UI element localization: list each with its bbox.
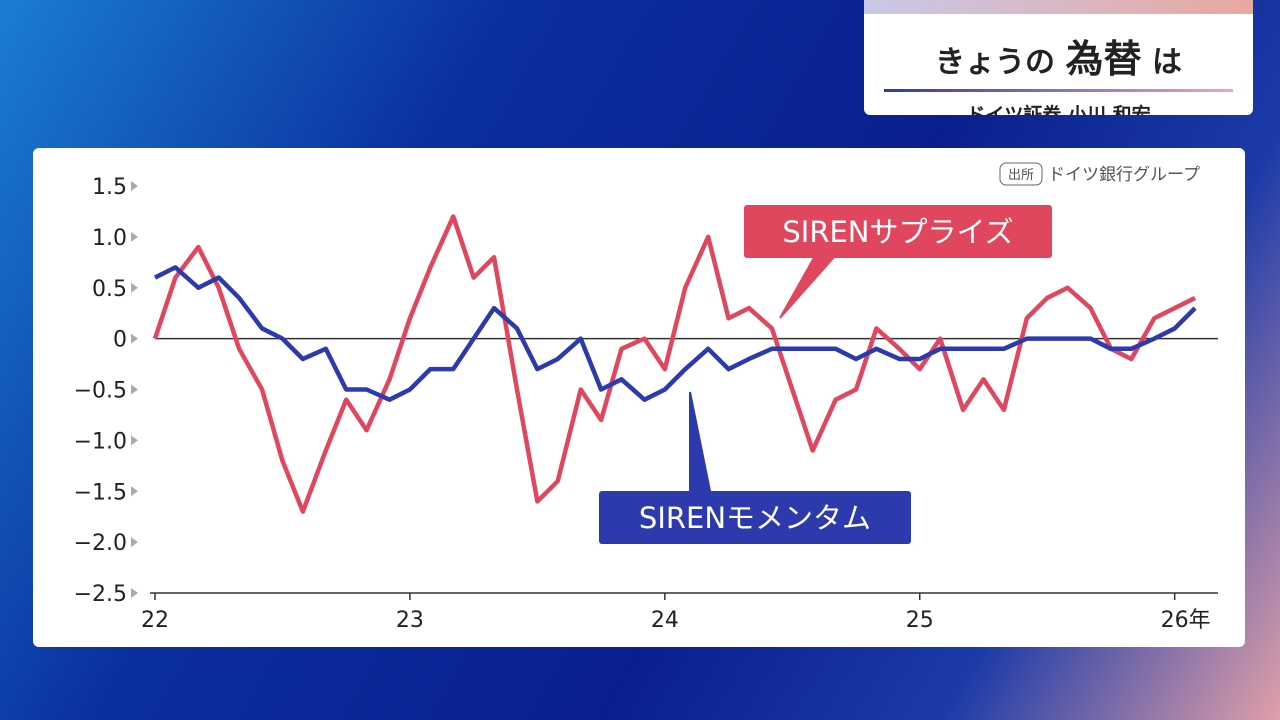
- y-tick-label: 0.5: [92, 277, 127, 302]
- y-tick-arrow: [131, 333, 138, 344]
- y-tick-label: −2.0: [74, 531, 127, 556]
- x-tick-label: 26年: [1161, 608, 1211, 633]
- legend-label: SIRENサプライズ: [782, 215, 1013, 249]
- y-tick-label: −1.0: [74, 429, 127, 454]
- y-tick-arrow: [131, 486, 138, 497]
- title-part: きょうの: [935, 45, 1056, 80]
- legend-label: SIRENモメンタム: [639, 501, 871, 535]
- x-tick-label: 23: [396, 608, 424, 633]
- callout-box: [599, 491, 911, 544]
- title-part: は: [1151, 45, 1182, 80]
- y-tick-arrow: [131, 231, 138, 242]
- source: ドイツ銀行グループ: [1048, 165, 1200, 185]
- series-line: [152, 214, 1197, 514]
- y-tick-label: −0.5: [74, 379, 127, 404]
- y-tick-arrow: [131, 435, 138, 446]
- source-badge-box: [999, 162, 1043, 186]
- source-badge: 出所: [1008, 168, 1034, 183]
- title-part: 為替: [1065, 37, 1142, 81]
- y-tick-arrow: [131, 588, 138, 598]
- y-tick-label: 1.0: [92, 226, 127, 251]
- y-tick-label: −2.5: [74, 582, 127, 607]
- x-tick-label: 25: [906, 608, 934, 633]
- x-tick-label: 24: [651, 608, 679, 633]
- y-tick-arrow: [131, 384, 138, 395]
- y-tick-arrow: [131, 181, 138, 191]
- header-card: きょうの 為替 は ドイツ証券 小川 和宏: [864, 0, 1253, 115]
- y-tick-label: 1.5: [92, 175, 127, 200]
- y-tick-label: −1.5: [74, 480, 127, 505]
- header-subtitle: ドイツ証券 小川 和宏: [966, 104, 1151, 115]
- y-tick-arrow: [131, 282, 138, 293]
- callout-box: [744, 205, 1052, 258]
- x-tick-label: 22: [141, 608, 169, 633]
- y-tick-arrow: [131, 537, 138, 548]
- y-tick-label: 0: [113, 328, 127, 353]
- header-title: きょうの 為替 は: [864, 28, 1253, 83]
- series-line: [153, 265, 1197, 402]
